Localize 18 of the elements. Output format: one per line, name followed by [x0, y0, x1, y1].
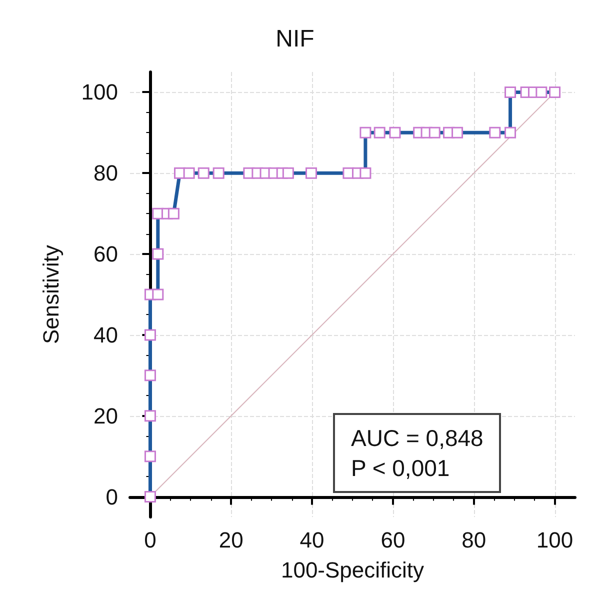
x-tick-label: 60 — [380, 528, 406, 552]
x-tick-label: 20 — [218, 528, 244, 552]
y-tick-label: 0 — [106, 484, 118, 510]
y-tick-label: 100 — [81, 80, 118, 105]
chart-title: NIF — [276, 26, 314, 52]
y-tick-label: 60 — [94, 242, 118, 267]
y-axis-title: Sensitivity — [38, 244, 64, 344]
annotation: AUC = 0,848 — [351, 424, 484, 453]
annotation-box: AUC = 0,848 P < 0,001 — [333, 413, 502, 493]
y-tick-label: 20 — [94, 403, 118, 428]
x-tick-label: 40 — [300, 528, 324, 552]
y-tick-label: 80 — [94, 160, 118, 186]
x-tick-label: 80 — [462, 528, 486, 552]
x-tick-label: 0 — [144, 528, 156, 552]
x-axis-title: 100-Specificity — [280, 558, 424, 582]
x-tick-label: 100 — [536, 528, 574, 552]
annotation: P < 0,001 — [351, 454, 451, 483]
y-tick-label: 40 — [94, 322, 118, 348]
